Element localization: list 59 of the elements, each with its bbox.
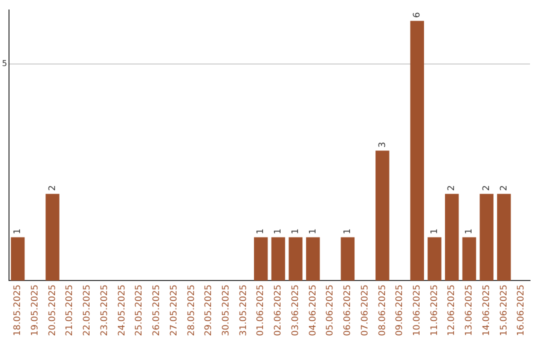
x-tick-label: 01.06.2025 bbox=[256, 284, 266, 336]
x-tick-label: 22.05.2025 bbox=[82, 284, 93, 336]
x-tick-label: 03.06.2025 bbox=[290, 284, 301, 336]
data-label: 2 bbox=[499, 185, 510, 191]
x-tick-label: 26.05.2025 bbox=[152, 284, 162, 336]
data-label: 1 bbox=[256, 228, 266, 234]
x-tick-label: 05.06.2025 bbox=[326, 284, 336, 336]
x-tick-label: 31.05.2025 bbox=[238, 284, 249, 336]
bar bbox=[462, 237, 476, 280]
bar bbox=[271, 237, 286, 280]
y-tick-label: 5 bbox=[2, 59, 8, 68]
x-tick-label: 30.05.2025 bbox=[221, 284, 232, 336]
x-tick-label: 08.06.2025 bbox=[378, 284, 388, 336]
data-label: 2 bbox=[447, 185, 458, 191]
x-tick-label: 11.06.2025 bbox=[430, 284, 440, 336]
bar bbox=[376, 150, 390, 280]
bar bbox=[410, 20, 424, 280]
x-tick-label: 06.06.2025 bbox=[343, 284, 354, 336]
x-tick-label: 14.06.2025 bbox=[482, 284, 492, 336]
x-tick-label: 20.05.2025 bbox=[48, 284, 58, 336]
x-tick-label: 27.05.2025 bbox=[169, 284, 180, 336]
x-tick-label: 24.05.2025 bbox=[117, 284, 128, 336]
x-tick-label: 02.06.2025 bbox=[274, 284, 284, 336]
data-label: 1 bbox=[308, 228, 318, 234]
x-tick-label: 07.06.2025 bbox=[360, 284, 370, 336]
data-label: 1 bbox=[464, 228, 475, 234]
data-label: 1 bbox=[290, 228, 301, 234]
bar bbox=[306, 237, 320, 280]
data-label: 2 bbox=[48, 185, 58, 191]
bar bbox=[444, 194, 459, 280]
x-tick-label: 16.06.2025 bbox=[516, 284, 527, 336]
data-label: 6 bbox=[412, 12, 422, 18]
x-tick-label: 19.05.2025 bbox=[30, 284, 40, 336]
x-tick-label: 21.05.2025 bbox=[65, 284, 76, 336]
x-tick-label: 15.06.2025 bbox=[499, 284, 510, 336]
x-tick-label: 12.06.2025 bbox=[447, 284, 458, 336]
bar bbox=[46, 194, 60, 280]
bar bbox=[480, 194, 494, 280]
data-label: 1 bbox=[430, 228, 440, 234]
bar bbox=[428, 237, 442, 280]
bar bbox=[497, 194, 511, 280]
data-label: 1 bbox=[274, 228, 284, 234]
bar bbox=[254, 237, 268, 280]
data-label: 1 bbox=[13, 228, 24, 234]
x-tick-label: 10.06.2025 bbox=[412, 284, 422, 336]
bar bbox=[288, 237, 302, 280]
x-tick-label: 29.05.2025 bbox=[204, 284, 214, 336]
x-tick-label: 09.06.2025 bbox=[395, 284, 406, 336]
data-label: 2 bbox=[482, 185, 492, 191]
bar bbox=[10, 237, 25, 280]
x-tick-label: 28.05.2025 bbox=[186, 284, 197, 336]
x-tick-label: 23.05.2025 bbox=[100, 284, 110, 336]
data-label: 3 bbox=[378, 142, 388, 148]
x-tick-label: 18.05.2025 bbox=[13, 284, 24, 336]
x-tick-label: 04.06.2025 bbox=[308, 284, 318, 336]
data-label: 1 bbox=[343, 228, 354, 234]
bar bbox=[340, 237, 355, 280]
x-tick-label: 25.05.2025 bbox=[134, 284, 145, 336]
x-tick-label: 13.06.2025 bbox=[464, 284, 475, 336]
